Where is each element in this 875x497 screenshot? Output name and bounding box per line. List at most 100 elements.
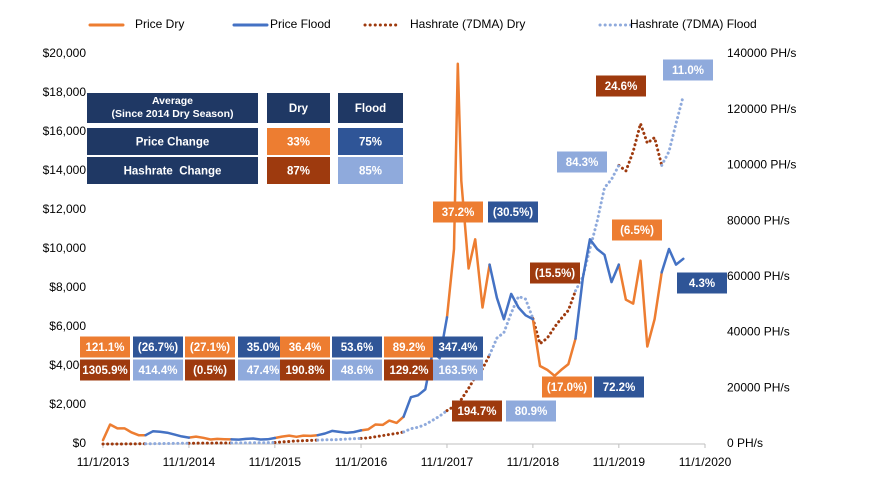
- annotation-label: 4.3%: [689, 278, 715, 290]
- series-line: [273, 438, 320, 444]
- table-cell: [267, 128, 330, 155]
- table-header: Flood: [355, 103, 386, 115]
- series-line: [230, 436, 277, 441]
- annotation-box: [596, 75, 646, 97]
- annotation-label: (26.7%): [138, 342, 178, 354]
- annotation-box: [133, 359, 183, 381]
- y2-tick-label: 40000 PH/s: [727, 325, 790, 339]
- annotation-label: 194.7%: [457, 406, 496, 418]
- annotation-label: 53.6%: [341, 342, 374, 354]
- y2-tick-label: 0 PH/s: [727, 436, 763, 450]
- series-line: [660, 94, 685, 167]
- annotation-label: 84.3%: [566, 157, 599, 169]
- series-line: [144, 430, 191, 439]
- annotation-label: 89.2%: [393, 342, 426, 354]
- annotation-label: 1305.9%: [82, 365, 127, 377]
- annotation-label: 414.4%: [138, 365, 177, 377]
- y-tick-label: $16,000: [43, 124, 87, 138]
- x-tick-label: 11/1/2017: [421, 455, 474, 469]
- table-subheader: (Since 2014 Dry Season): [112, 108, 234, 120]
- annotation-box: [280, 359, 330, 381]
- annotation-box: [612, 219, 662, 241]
- x-tick-label: 11/1/2018: [507, 455, 560, 469]
- table-header-cell: [267, 93, 330, 123]
- legend-label: Price Flood: [270, 17, 331, 31]
- annotation-label: 24.6%: [605, 81, 638, 93]
- annotation-label: 35.0%: [247, 342, 280, 354]
- annotation-box: [557, 151, 607, 173]
- table-cell-text: 85%: [359, 166, 382, 178]
- y2-tick-label: 60000 PH/s: [727, 269, 790, 283]
- annotation-label: (27.1%): [190, 342, 230, 354]
- y-tick-label: $2,000: [49, 397, 86, 411]
- x-tick-label: 11/1/2016: [335, 455, 388, 469]
- annotation-box: [238, 336, 288, 358]
- series-line: [402, 409, 449, 434]
- annotation-label: (15.5%): [535, 268, 575, 280]
- series-line: [617, 259, 663, 348]
- annotation-box: [488, 201, 538, 223]
- series-line: [359, 415, 405, 432]
- series-line: [144, 441, 191, 446]
- legend-label: Hashrate (7DMA) Flood: [630, 17, 757, 31]
- x-tick-label: 11/1/2020: [679, 455, 732, 469]
- annotation-label: (30.5%): [493, 207, 533, 219]
- table-cell: [338, 157, 403, 184]
- series-line: [574, 163, 621, 293]
- annotation-label: 80.9%: [515, 406, 548, 418]
- annotation-box: [433, 201, 483, 223]
- series-line: [273, 433, 319, 440]
- series-line: [531, 289, 577, 346]
- annotation-box: [433, 359, 483, 381]
- y-tick-label: $12,000: [43, 202, 87, 216]
- annotation-box: [594, 376, 644, 398]
- annotation-box: [384, 359, 434, 381]
- series-line: [316, 429, 363, 437]
- table-cell: [87, 128, 258, 155]
- annotation-box: [80, 336, 130, 358]
- y-tick-label: $20,000: [43, 46, 87, 60]
- table-header-cell: [338, 93, 403, 123]
- series-line: [617, 122, 664, 173]
- annotation-box: [433, 336, 483, 358]
- annotation-box: [185, 336, 235, 358]
- annotation-label: 47.4%: [247, 365, 280, 377]
- y2-tick-label: 140000 PH/s: [727, 46, 796, 60]
- y-tick-label: $10,000: [43, 241, 87, 255]
- annotation-box: [238, 359, 288, 381]
- annotation-box: [530, 262, 580, 284]
- annotation-box: [663, 59, 713, 81]
- annotation-box: [185, 359, 235, 381]
- x-tick-label: 11/1/2019: [593, 455, 646, 469]
- annotation-label: 48.6%: [341, 365, 374, 377]
- x-tick-label: 11/1/2015: [249, 455, 302, 469]
- series-line: [488, 294, 535, 357]
- series-line: [359, 430, 406, 440]
- y-tick-label: $4,000: [49, 358, 86, 372]
- annotation-box: [332, 359, 382, 381]
- annotation-box: [280, 336, 330, 358]
- annotation-box: [133, 336, 183, 358]
- y2-tick-label: 120000 PH/s: [727, 102, 796, 116]
- table-cell-text: 87%: [287, 166, 310, 178]
- table-header-cell: [87, 93, 258, 123]
- annotation-box: [332, 336, 382, 358]
- x-tick-label: 11/1/2014: [163, 455, 216, 469]
- table-header: Dry: [289, 103, 309, 115]
- table-header: Average: [152, 95, 193, 107]
- y-tick-label: $6,000: [49, 319, 86, 333]
- annotation-label: 163.5%: [438, 365, 477, 377]
- y2-tick-label: 100000 PH/s: [727, 158, 796, 172]
- annotation-label: 72.2%: [603, 382, 636, 394]
- series-line: [316, 436, 363, 442]
- annotation-box: [80, 359, 130, 381]
- y-tick-label: $0: [73, 436, 87, 450]
- annotation-box: [542, 376, 592, 398]
- annotation-box: [452, 400, 502, 422]
- series-line: [574, 238, 621, 340]
- x-tick-label: 11/1/2013: [77, 455, 130, 469]
- annotation-label: 121.1%: [85, 342, 124, 354]
- series-line: [101, 423, 147, 442]
- y-tick-label: $8,000: [49, 280, 86, 294]
